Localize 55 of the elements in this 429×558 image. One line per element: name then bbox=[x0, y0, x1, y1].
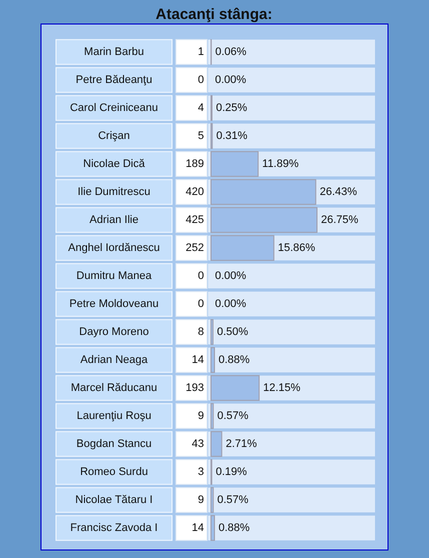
data-label: 14 bbox=[192, 522, 204, 534]
data-label: 420 bbox=[186, 186, 204, 198]
y-tick-label: Adrian Ilie bbox=[90, 214, 138, 226]
annotation: 12.15% bbox=[263, 382, 301, 394]
annotation: 0.31% bbox=[216, 130, 248, 142]
y-tick-label: Anghel Iordănescu bbox=[68, 242, 160, 254]
data-label: 9 bbox=[198, 410, 204, 422]
data-label: 5 bbox=[198, 130, 204, 142]
annotation: 0.88% bbox=[218, 522, 250, 534]
data-label: 0 bbox=[198, 298, 204, 310]
annotation: 0.06% bbox=[215, 46, 247, 58]
y-tick-label: Dumitru Manea bbox=[76, 270, 152, 282]
y-tick-label: Petre Bădeanţu bbox=[76, 74, 152, 86]
y-tick-label: Nicolae Tătaru I bbox=[75, 494, 153, 506]
y-tick-label: Crişan bbox=[98, 130, 130, 142]
annotation: 2.71% bbox=[226, 438, 258, 450]
chart-title: Atacanţi stânga: bbox=[156, 6, 272, 23]
y-tick-label: Marin Barbu bbox=[84, 46, 144, 58]
data-label: 3 bbox=[198, 466, 204, 478]
data-label: 43 bbox=[192, 438, 204, 450]
data-label: 252 bbox=[186, 242, 204, 254]
y-tick-label: Ilie Dumitrescu bbox=[78, 186, 150, 198]
annotation: 0.25% bbox=[216, 102, 248, 114]
y-tick-label: Francisc Zavoda I bbox=[70, 522, 158, 534]
y-tick-label: Dayro Moreno bbox=[79, 326, 149, 338]
data-label: 193 bbox=[186, 382, 204, 394]
annotation: 26.75% bbox=[321, 214, 359, 226]
data-label: 189 bbox=[186, 158, 204, 170]
annotation: 0.00% bbox=[215, 270, 246, 282]
annotation: 0.88% bbox=[218, 354, 250, 366]
annotation: 0.00% bbox=[215, 74, 246, 86]
annotation: 0.57% bbox=[217, 494, 249, 506]
annotation: 26.43% bbox=[320, 186, 358, 198]
y-tick-label: Petre Moldoveanu bbox=[69, 298, 159, 310]
y-tick-label: Carol Creiniceanu bbox=[70, 102, 158, 114]
annotation: 0.57% bbox=[217, 410, 249, 422]
data-label: 14 bbox=[192, 354, 204, 366]
data-label: 9 bbox=[198, 494, 204, 506]
annotation: 0.00% bbox=[215, 298, 246, 310]
annotation: 0.19% bbox=[216, 466, 248, 478]
y-tick-label: Marcel Răducanu bbox=[70, 382, 158, 394]
annotation: 15.86% bbox=[278, 242, 316, 254]
data-label: 1 bbox=[198, 46, 204, 58]
annotation: 11.89% bbox=[262, 158, 299, 170]
y-tick-label: Laurenţiu Roşu bbox=[76, 410, 152, 422]
data-label: 0 bbox=[198, 74, 204, 86]
y-tick-label: Adrian Neaga bbox=[80, 354, 149, 366]
data-label: 425 bbox=[186, 214, 204, 226]
data-label: 0 bbox=[198, 270, 204, 282]
annotation: 0.50% bbox=[216, 326, 248, 338]
y-tick-label: Bogdan Stancu bbox=[76, 438, 152, 450]
y-tick-label: Nicolae Dică bbox=[83, 158, 146, 170]
data-label: 4 bbox=[198, 102, 204, 114]
data-label: 8 bbox=[198, 326, 204, 338]
y-tick-label: Romeo Surdu bbox=[80, 466, 148, 478]
